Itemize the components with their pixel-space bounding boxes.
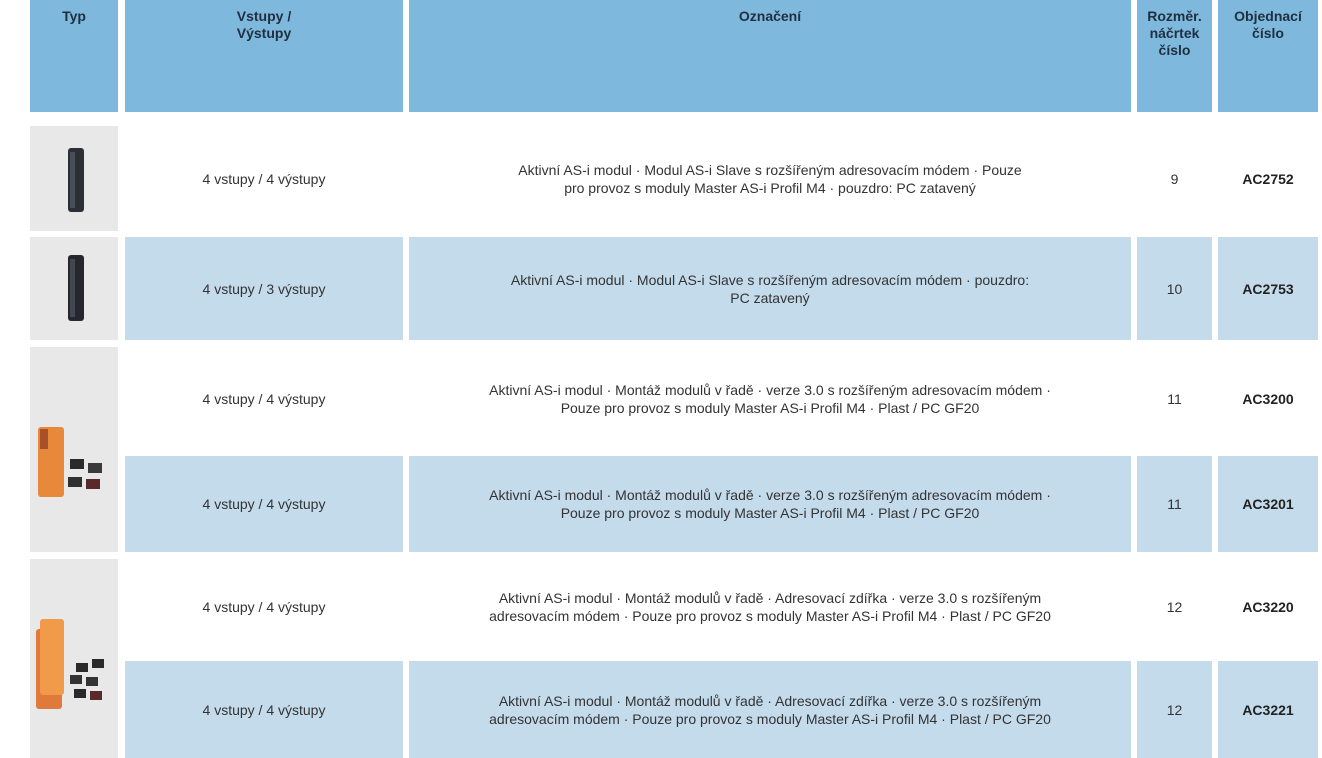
description-cell: Aktivní AS-i modul · Montáž modulů v řad… — [489, 381, 1051, 416]
order-cell: AC3221 — [1218, 661, 1318, 758]
sketch-cell: 12 — [1166, 599, 1183, 615]
description-cell: Aktivní AS-i modul · Montáž modulů v řad… — [489, 590, 1051, 624]
description-cell: Aktivní AS-i modul · Montáž modulů v řad… — [409, 661, 1131, 758]
header-cell: Rozměr. náčrtek číslo — [1137, 0, 1212, 112]
header-cell: Označení — [409, 0, 1131, 112]
order-cell: AC2753 — [1218, 237, 1318, 340]
header-cell: Vstupy / Výstupy — [125, 0, 403, 112]
sketch-cell: 11 — [1137, 456, 1212, 552]
order-cell: AC3200 — [1242, 390, 1294, 407]
io-cell: 4 vstupy / 4 výstupy — [202, 170, 326, 187]
header-cell: Objednací číslo — [1218, 0, 1318, 112]
order-cell: AC2752 — [1242, 170, 1294, 187]
sketch-cell: 12 — [1137, 661, 1212, 758]
sketch-cell: 9 — [1170, 170, 1179, 187]
io-cell: 4 vstupy / 4 výstupy — [125, 661, 403, 758]
description-cell: Aktivní AS-i modul · Montáž modulů v řad… — [409, 456, 1131, 552]
io-cell: 4 vstupy / 3 výstupy — [125, 237, 403, 340]
description-cell: Aktivní AS-i modul · Modul AS-i Slave s … — [409, 237, 1131, 340]
io-cell: 4 vstupy / 4 výstupy — [125, 456, 403, 552]
header-cell: Typ — [30, 0, 118, 112]
product-image — [30, 126, 118, 231]
product-image — [30, 559, 118, 758]
product-image — [30, 237, 118, 340]
product-image — [30, 347, 118, 552]
description-cell: Aktivní AS-i modul · Modul AS-i Slave s … — [518, 161, 1022, 196]
order-cell: AC3201 — [1218, 456, 1318, 552]
sketch-cell: 11 — [1167, 390, 1182, 407]
io-cell: 4 vstupy / 4 výstupy — [202, 599, 326, 615]
io-cell: 4 vstupy / 4 výstupy — [202, 390, 326, 407]
order-cell: AC3220 — [1242, 599, 1294, 615]
sketch-cell: 10 — [1137, 237, 1212, 340]
